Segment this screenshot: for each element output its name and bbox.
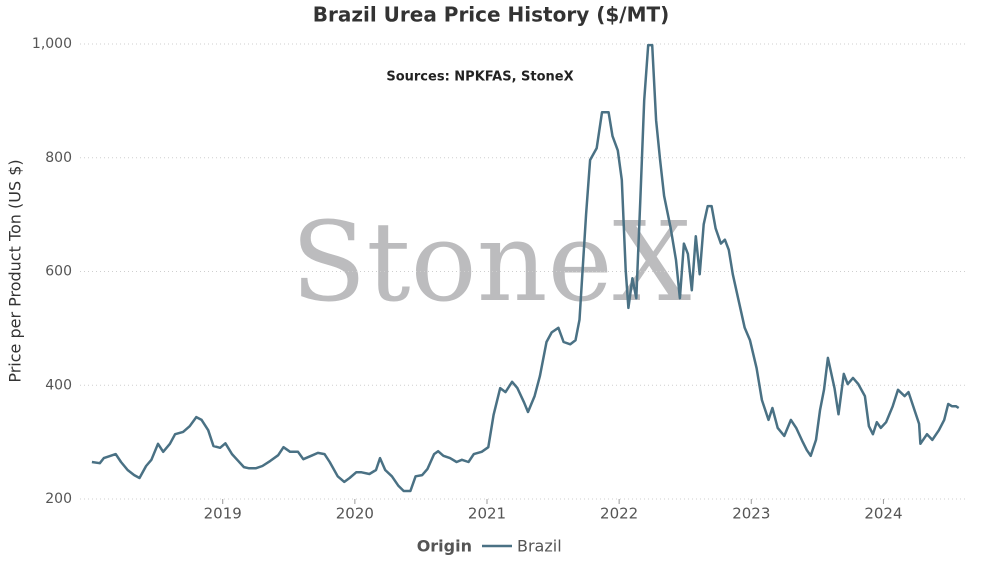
legend-label: Brazil [517, 537, 562, 556]
y-tick-label: 600 [45, 264, 72, 280]
x-tick-label: 2024 [864, 505, 902, 523]
chart-title: Brazil Urea Price History ($/MT) [313, 3, 670, 27]
watermark: StoneX [291, 198, 691, 326]
chart-subtitle: Sources: NPKFAS, StoneX [386, 70, 573, 85]
y-tick-label: 800 [45, 150, 72, 166]
legend-title: Origin [417, 537, 472, 556]
data-line [91, 43, 960, 493]
y-tick-label: 400 [45, 377, 72, 393]
x-tick-label: 2020 [336, 505, 374, 523]
x-tick-label: 2019 [204, 505, 242, 523]
x-tick-label: 2021 [468, 505, 506, 523]
x-tick-label: 2022 [600, 505, 638, 523]
y-axis-label: Price per Product Ton (US $) [6, 159, 25, 382]
y-tick-label: 1,000 [32, 36, 72, 52]
x-tick-label: 2023 [732, 505, 770, 523]
y-tick-label: 200 [45, 491, 72, 507]
